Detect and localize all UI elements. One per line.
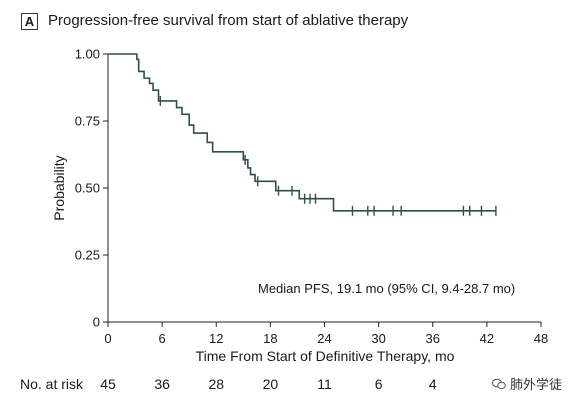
panel-label: A [21,13,38,30]
risk-count: 36 [154,376,170,392]
x-tick-label: 0 [104,331,111,346]
watermark-text: 肺外学徒 [510,377,563,392]
y-tick-label: 0.25 [75,248,100,263]
x-tick-label: 18 [263,331,277,346]
risk-count: 6 [374,376,383,392]
chart-title: Progression-free survival from start of … [48,12,409,29]
y-axis-label: Probability [51,155,67,221]
x-axis-label: Time From Start of Definitive Therapy, m… [195,348,455,364]
x-tick-label: 6 [159,331,166,346]
median-pfs-annotation: Median PFS, 19.1 mo (95% CI, 9.4-28.7 mo… [258,281,516,296]
risk-count: 28 [208,376,225,392]
watermark: 肺外学徒 [492,374,562,393]
chat-bubble-icon [492,378,506,389]
x-tick-label: 30 [371,331,385,346]
x-tick-label: 24 [317,331,331,346]
survival-step-line [108,53,496,212]
y-tick-label: 1.00 [75,47,100,62]
risk-count: 20 [262,376,279,392]
x-tick-label: 12 [209,331,223,346]
risk-count: 11 [317,376,332,392]
risk-table-label: No. at risk [20,376,84,392]
y-tick-label: 0.75 [75,114,100,129]
risk-count: 45 [100,376,116,392]
y-tick-label: 0.50 [75,181,100,196]
plot-axes: 0 0.25 0.50 0.75 1.00 0 6 12 18 24 30 36 42 48 [75,47,549,347]
x-tick-label: 36 [426,331,440,346]
survival-curve-group [108,53,497,216]
x-tick-label: 48 [534,331,548,346]
risk-count: 4 [428,376,437,392]
y-tick-label: 0 [93,315,100,330]
x-tick-label: 42 [480,331,494,346]
